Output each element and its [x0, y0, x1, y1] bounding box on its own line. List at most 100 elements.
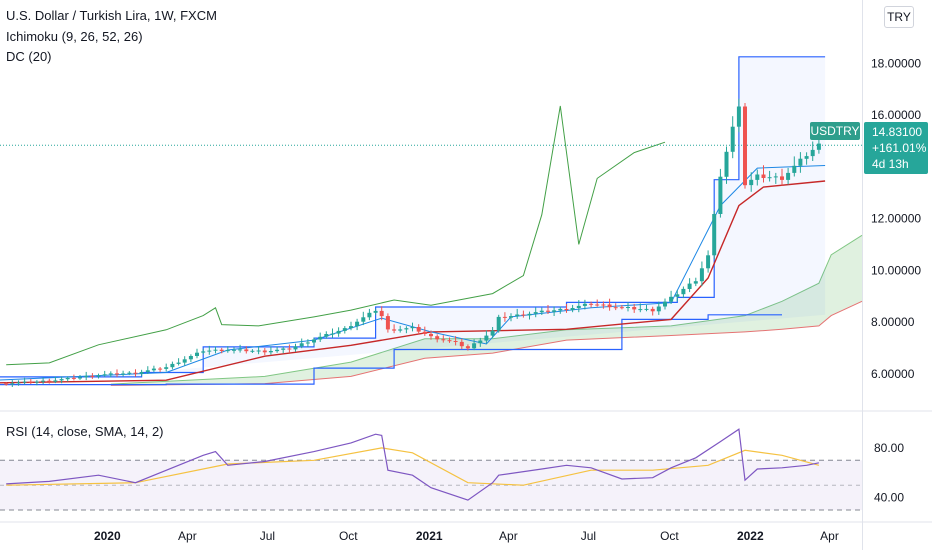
candle-body	[730, 126, 735, 152]
candle-body	[699, 268, 704, 282]
candle-body	[773, 176, 778, 178]
candle-body	[299, 343, 304, 347]
candle-body	[293, 346, 298, 350]
rsi-legend[interactable]: RSI (14, close, SMA, 14, 2)	[6, 424, 164, 439]
candle-body	[435, 336, 440, 340]
candle-body	[22, 381, 27, 383]
candle-body	[644, 308, 649, 310]
candle-body	[687, 283, 692, 289]
candle-body	[552, 310, 557, 312]
candle-body	[496, 316, 501, 331]
price-tick-label: 10.00000	[871, 263, 921, 277]
time-axis-label: 2021	[416, 529, 443, 543]
price-tick-label: 16.00000	[871, 108, 921, 122]
candle-body	[675, 294, 680, 297]
candle-body	[601, 304, 606, 306]
candle-body	[127, 372, 132, 374]
time-axis-label: 2022	[737, 529, 764, 543]
candle-body	[34, 381, 39, 383]
candle-body	[484, 335, 489, 341]
time-axis-label: Apr	[499, 529, 518, 543]
candle-body	[361, 317, 366, 322]
rsi-panel	[0, 428, 862, 511]
candle-body	[546, 310, 550, 312]
candle-body	[404, 328, 409, 330]
candle-body	[59, 379, 64, 381]
rsi-tick-label: 80.00	[874, 441, 904, 455]
candle-body	[268, 351, 273, 353]
candle-body	[786, 172, 791, 180]
candle-body	[170, 363, 175, 368]
last-price: 14.83100	[872, 125, 923, 139]
candle-body	[422, 331, 427, 334]
candle-body	[182, 359, 187, 363]
price-tick-label: 6.00000	[871, 367, 915, 381]
candle-body	[133, 372, 138, 374]
symbol-tag: USDTRY	[810, 122, 860, 140]
candle-body	[472, 343, 477, 349]
chart-title[interactable]: U.S. Dollar / Turkish Lira, 1W, FXCM	[6, 8, 217, 23]
candle-body	[509, 316, 513, 318]
candle-body	[459, 341, 464, 347]
candle-body	[53, 380, 58, 382]
candle-body	[582, 303, 587, 306]
candle-body	[238, 349, 243, 351]
candle-body	[490, 330, 495, 336]
candle-body	[373, 310, 378, 313]
donchian-legend[interactable]: DC (20)	[6, 49, 52, 64]
candles	[4, 98, 821, 387]
candle-body	[521, 314, 526, 316]
candle-body	[188, 356, 193, 360]
candle-body	[385, 316, 390, 330]
candle-body	[816, 143, 821, 150]
candle-body	[262, 350, 267, 353]
candle-body	[798, 158, 803, 166]
candle-body	[139, 372, 144, 374]
candle-body	[349, 326, 353, 329]
leading-span-b	[110, 300, 863, 386]
price-tick-label: 8.00000	[871, 315, 915, 329]
candle-body	[305, 342, 310, 344]
candle-body	[681, 288, 686, 295]
time-axis-label: Jul	[260, 529, 275, 543]
leading-span-a	[110, 234, 863, 385]
bar-countdown: 4d 13h	[872, 157, 909, 171]
lagging-span	[6, 105, 666, 366]
candle-body	[287, 348, 292, 350]
candle-body	[558, 308, 563, 311]
candle-body	[219, 349, 224, 351]
time-axis-label: Oct	[339, 529, 358, 543]
ichimoku-legend[interactable]: Ichimoku (9, 26, 52, 26)	[6, 29, 143, 44]
candle-body	[502, 316, 507, 318]
candle-body	[465, 346, 470, 349]
candle-body	[632, 307, 637, 310]
candle-body	[416, 327, 421, 332]
candle-body	[96, 375, 101, 377]
kumo-cloud	[110, 234, 863, 386]
candle-body	[478, 340, 483, 344]
candle-body	[4, 383, 9, 385]
currency-button[interactable]: TRY	[884, 6, 914, 28]
candle-body	[318, 336, 323, 340]
last-price-tag: 14.83100 +161.01% 4d 13h	[864, 122, 928, 174]
candle-body	[441, 339, 446, 341]
base-line	[0, 180, 826, 384]
candle-body	[613, 307, 618, 309]
candle-body	[330, 333, 335, 335]
candle-body	[342, 328, 347, 331]
candle-body	[158, 368, 163, 370]
candle-body	[570, 308, 575, 310]
candle-body	[429, 333, 433, 337]
candle-body	[749, 179, 754, 186]
candle-body	[275, 349, 280, 352]
candle-body	[207, 350, 212, 352]
candle-body	[595, 304, 600, 306]
candle-body	[28, 381, 33, 383]
rsi-band-fill	[0, 460, 862, 511]
candle-body	[102, 374, 107, 376]
candle-body	[108, 373, 113, 375]
candle-body	[16, 382, 21, 384]
candle-body	[527, 313, 532, 316]
